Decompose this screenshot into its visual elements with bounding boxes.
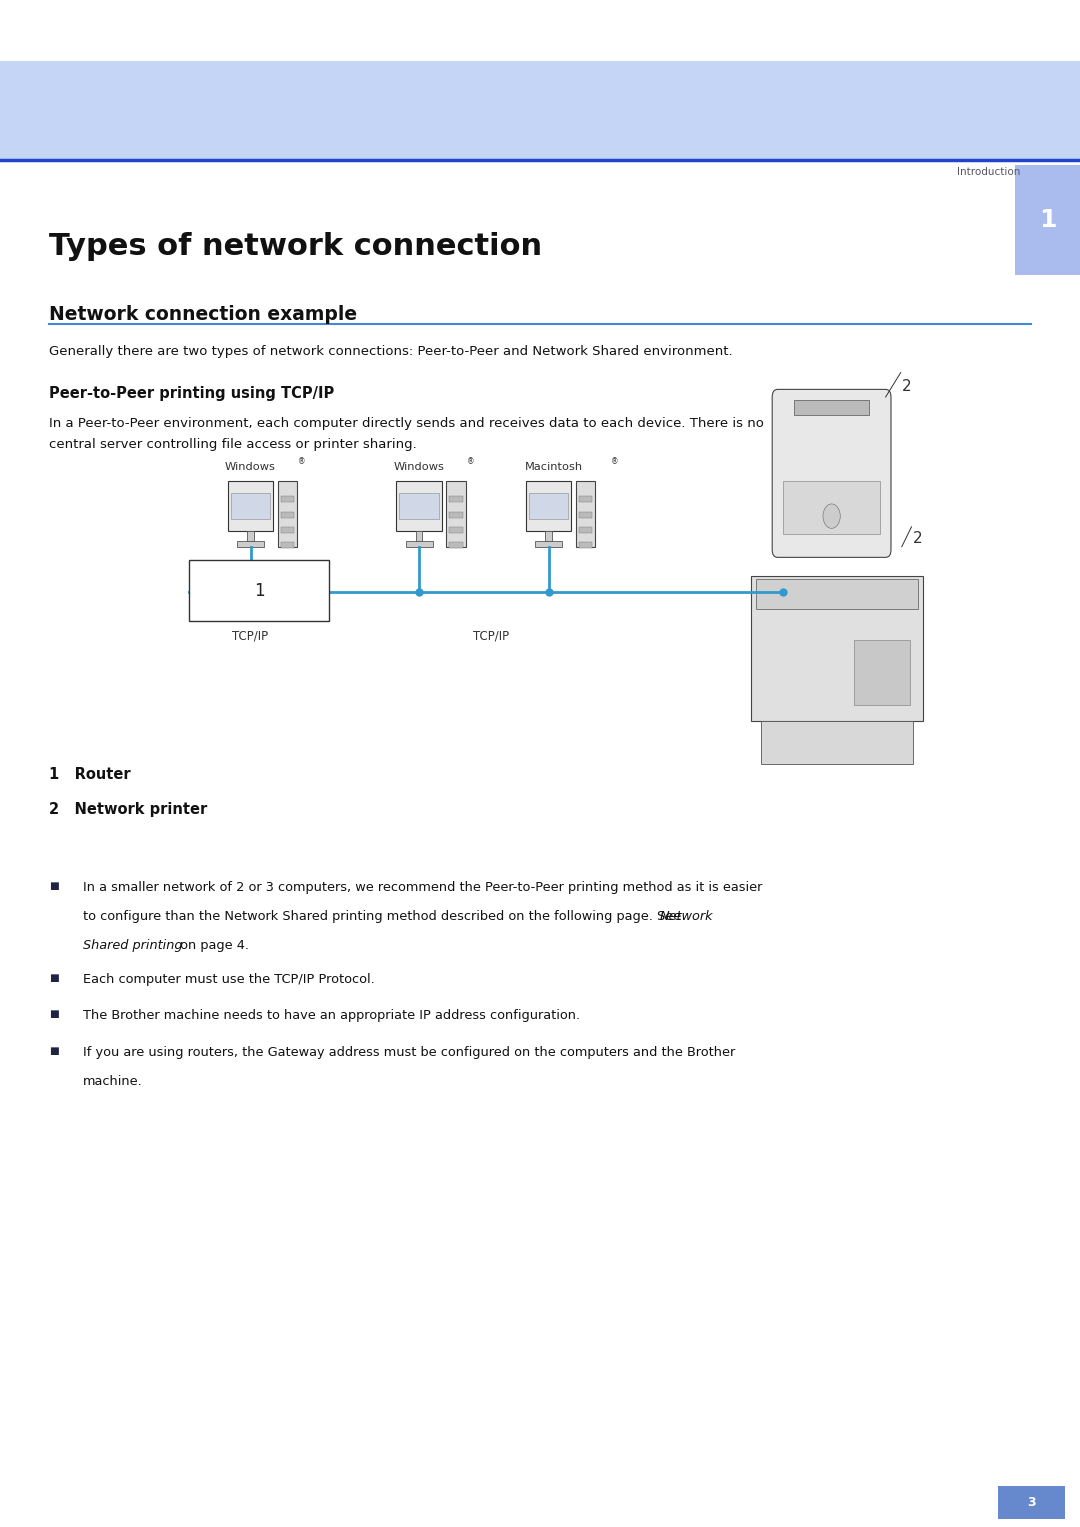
Bar	[526, 481, 571, 531]
Circle shape	[823, 504, 840, 528]
Bar	[579, 512, 592, 518]
Bar	[238, 541, 264, 547]
Text: ®: ®	[611, 457, 619, 466]
Text: In a Peer-to-Peer environment, each computer directly sends and receives data to: In a Peer-to-Peer environment, each comp…	[49, 417, 764, 431]
Text: TCP/IP: TCP/IP	[232, 629, 269, 643]
Text: 2   Network printer: 2 Network printer	[49, 802, 207, 817]
Bar	[449, 527, 462, 533]
Text: TCP/IP: TCP/IP	[473, 629, 510, 643]
Text: ®: ®	[467, 457, 474, 466]
Text: Introduction: Introduction	[957, 166, 1021, 177]
Bar	[406, 541, 432, 547]
Bar	[247, 531, 254, 541]
Text: central server controlling file access or printer sharing.: central server controlling file access o…	[49, 438, 417, 452]
Text: Macintosh: Macintosh	[525, 461, 583, 472]
FancyBboxPatch shape	[772, 389, 891, 557]
Bar	[281, 542, 294, 548]
Bar	[449, 512, 462, 518]
Bar	[854, 640, 909, 705]
Text: on page 4.: on page 4.	[176, 939, 249, 953]
Text: Types of network connection: Types of network connection	[49, 232, 542, 261]
Text: Network connection example: Network connection example	[49, 305, 356, 324]
Text: 1   Router: 1 Router	[49, 767, 131, 782]
Bar	[416, 531, 422, 541]
Text: 1: 1	[254, 582, 265, 600]
Text: to configure than the Network Shared printing method described on the following : to configure than the Network Shared pri…	[83, 910, 686, 924]
Text: machine.: machine.	[83, 1075, 143, 1089]
Text: If you are using routers, the Gateway address must be configured on the computer: If you are using routers, the Gateway ad…	[83, 1046, 735, 1060]
Bar	[751, 576, 923, 721]
Bar	[576, 481, 595, 547]
Bar	[998, 1486, 1065, 1519]
Bar	[281, 512, 294, 518]
Bar	[545, 531, 552, 541]
Bar	[761, 721, 913, 764]
Text: In a smaller network of 2 or 3 computers, we recommend the Peer-to-Peer printing: In a smaller network of 2 or 3 computers…	[83, 881, 762, 895]
Text: Network: Network	[660, 910, 714, 924]
Bar	[189, 560, 329, 621]
Bar	[536, 541, 562, 547]
Bar	[281, 527, 294, 533]
Text: ■: ■	[49, 1009, 58, 1020]
Bar	[1015, 165, 1080, 275]
Bar	[231, 493, 270, 519]
Text: Peer-to-Peer printing using TCP/IP: Peer-to-Peer printing using TCP/IP	[49, 386, 334, 402]
Text: 2: 2	[902, 379, 912, 394]
Bar	[794, 400, 869, 415]
Text: ■: ■	[49, 973, 58, 983]
Bar	[579, 542, 592, 548]
Text: ®: ®	[298, 457, 306, 466]
Bar	[449, 542, 462, 548]
Bar	[449, 496, 462, 502]
Bar	[579, 496, 592, 502]
Text: 3: 3	[1027, 1496, 1036, 1509]
Bar	[446, 481, 465, 547]
Bar	[278, 481, 297, 547]
Bar	[400, 493, 438, 519]
Bar	[529, 493, 568, 519]
Bar	[579, 527, 592, 533]
Text: The Brother machine needs to have an appropriate IP address configuration.: The Brother machine needs to have an app…	[83, 1009, 580, 1023]
Bar	[281, 496, 294, 502]
Text: Generally there are two types of network connections: Peer-to-Peer and Network S: Generally there are two types of network…	[49, 345, 732, 359]
Text: Windows: Windows	[225, 461, 276, 472]
Text: 2: 2	[913, 531, 922, 547]
Bar	[0, 61, 1080, 160]
Bar	[783, 481, 880, 534]
Text: ■: ■	[49, 1046, 58, 1057]
Text: Shared printing: Shared printing	[83, 939, 183, 953]
Text: Each computer must use the TCP/IP Protocol.: Each computer must use the TCP/IP Protoc…	[83, 973, 375, 986]
Text: 1: 1	[1039, 208, 1056, 232]
Bar	[756, 579, 918, 609]
Text: ■: ■	[49, 881, 58, 892]
Text: Windows: Windows	[393, 461, 445, 472]
Bar	[396, 481, 442, 531]
Bar	[228, 481, 273, 531]
